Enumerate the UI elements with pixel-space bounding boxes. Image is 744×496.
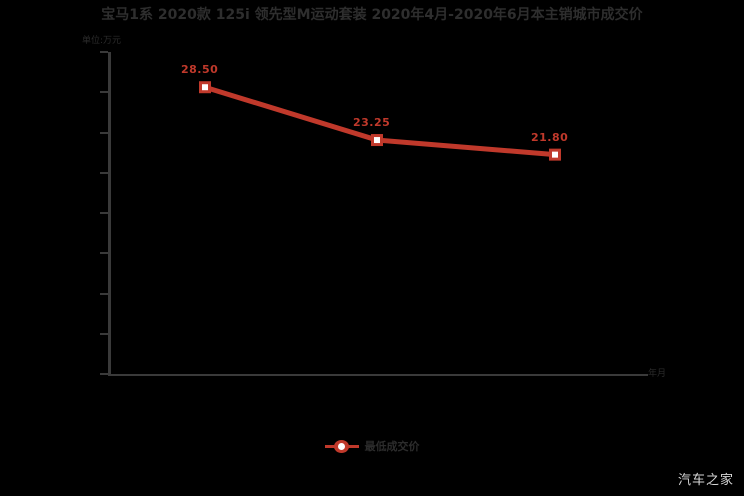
watermark-autohome: 汽车之家	[677, 473, 734, 488]
series-marker	[549, 148, 561, 161]
y-axis-tick	[100, 252, 108, 255]
y-axis-tick	[100, 373, 108, 375]
y-axis-tick	[100, 292, 108, 295]
series-marker-center	[552, 151, 558, 158]
y-axis-label: 单位:万元	[82, 36, 122, 46]
series-marker-center	[374, 137, 380, 144]
x-axis-line	[108, 374, 648, 376]
chart-legend: 最低成交价	[0, 438, 744, 454]
series-marker-center	[202, 84, 208, 91]
data-point-label: 23.25	[353, 116, 391, 130]
y-axis-tick	[100, 91, 108, 94]
y-axis-line	[108, 52, 111, 375]
y-axis-tick	[100, 212, 108, 214]
legend-label-lowest-price: 最低成交价	[364, 440, 420, 453]
x-axis-label: 年月	[648, 369, 667, 379]
data-point-label: 28.50	[181, 63, 219, 77]
series-marker	[371, 134, 383, 147]
y-axis-tick	[100, 171, 108, 174]
y-axis-tick	[100, 332, 108, 335]
y-axis-tick	[100, 131, 108, 134]
y-axis-tick	[100, 51, 108, 53]
legend-marker-icon	[324, 439, 359, 453]
data-point-label: 21.80	[531, 130, 569, 144]
chart-title: 宝马1系 2020款 125i 领先型M运动套装 2020年4月-2020年6月…	[101, 7, 643, 23]
series-marker	[199, 81, 211, 94]
